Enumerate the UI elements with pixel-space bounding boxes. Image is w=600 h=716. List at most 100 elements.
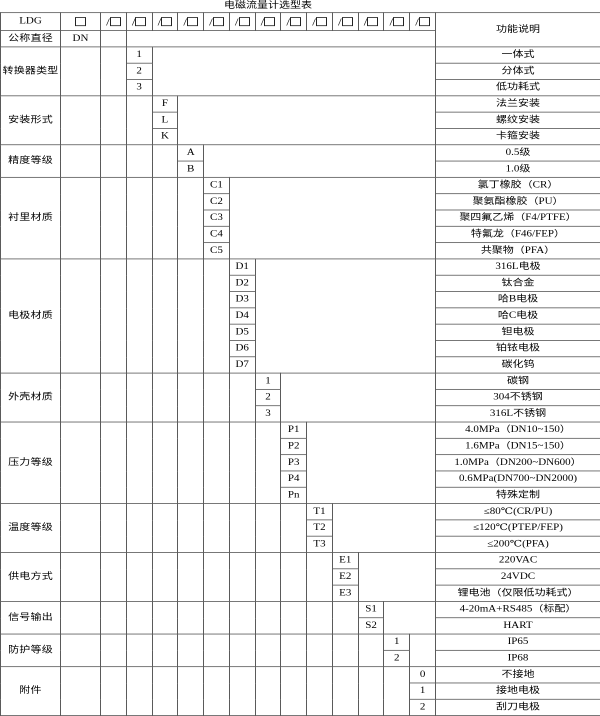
option-desc-5-5[interactable]: 铂铱电极: [435, 340, 600, 358]
option-code-7-3[interactable]: P4: [280, 470, 308, 488]
option-code-1-1[interactable]: 2: [125, 62, 153, 80]
option-desc-7-2[interactable]: 1.0MPa（DN200~DN600）: [435, 454, 600, 472]
table-row: 防护等级 1 IP65: [0, 633, 600, 668]
spacer-left-12-11: [357, 666, 385, 716]
option-code-4-0[interactable]: C1: [203, 176, 230, 195]
option-code-12-1[interactable]: 1: [409, 682, 436, 700]
spacer-left-5-4: [177, 258, 205, 374]
option-code-6-0[interactable]: 1: [254, 372, 282, 390]
option-code-7-4[interactable]: Pn: [280, 486, 308, 504]
option-code-6-1[interactable]: 2: [254, 388, 282, 407]
option-desc-12-1[interactable]: 接地电极: [435, 682, 600, 700]
option-desc-5-2[interactable]: 哈B电极: [435, 291, 600, 309]
option-code-9-1[interactable]: E2: [331, 568, 359, 586]
option-code-7-1[interactable]: P2: [280, 437, 308, 456]
option-code-9-0[interactable]: E1: [331, 552, 359, 570]
option-desc-7-1[interactable]: 1.6MPa（DN15~150）: [435, 437, 600, 456]
option-code-10-0[interactable]: S1: [357, 601, 385, 619]
option-desc-7-0[interactable]: 4.0MPa（DN10~150）: [435, 421, 600, 439]
option-code-12-2[interactable]: 2: [409, 698, 436, 716]
option-code-1-2[interactable]: 3: [125, 79, 153, 97]
option-code-11-1[interactable]: 2: [383, 649, 411, 668]
row-label-12: 附件: [0, 666, 61, 716]
option-desc-5-1[interactable]: 钛合金: [435, 274, 600, 292]
option-code-8-0[interactable]: T1: [306, 503, 333, 521]
option-code-8-1[interactable]: T2: [306, 519, 333, 537]
option-desc-4-1[interactable]: 聚氨酯橡胶（PU）: [435, 193, 600, 211]
option-desc-4-0[interactable]: 氯丁橡胶（CR）: [435, 176, 600, 195]
option-code-10-1[interactable]: S2: [357, 617, 385, 635]
row-label-2: 安装形式: [0, 95, 61, 146]
option-code-5-2[interactable]: D3: [228, 291, 256, 309]
table-row: D2 钛合金: [1, 274, 600, 292]
option-code-5-5[interactable]: D6: [228, 340, 256, 358]
option-desc-7-4[interactable]: 特殊定制: [435, 486, 600, 504]
option-code-8-2[interactable]: T3: [306, 535, 333, 553]
option-desc-2-0[interactable]: 法兰安装: [435, 95, 600, 113]
option-desc-7-3[interactable]: 0.6MPa(DN700~DN2000): [435, 470, 600, 488]
option-code-3-0[interactable]: A: [177, 144, 205, 162]
option-desc-9-1[interactable]: 24VDC: [435, 568, 600, 586]
option-desc-5-6[interactable]: 碳化钨: [435, 356, 600, 374]
option-desc-2-1[interactable]: 螺纹安装: [435, 111, 600, 129]
spacer-left-10-6: [228, 601, 256, 635]
option-code-5-4[interactable]: D5: [228, 323, 256, 341]
option-desc-8-1[interactable]: ≤120℃(PTEP/FEP): [435, 519, 600, 537]
option-desc-5-0[interactable]: 316L电极: [435, 258, 600, 276]
option-desc-4-3[interactable]: 特氟龙（F46/FEP）: [435, 225, 600, 244]
option-desc-5-4[interactable]: 钽电极: [435, 323, 600, 341]
option-desc-9-0[interactable]: 220VAC: [435, 552, 600, 570]
option-code-2-1[interactable]: L: [151, 111, 179, 129]
option-code-7-0[interactable]: P1: [280, 421, 308, 439]
option-desc-12-2[interactable]: 刮刀电极: [435, 698, 600, 716]
option-code-4-2[interactable]: C3: [203, 209, 230, 227]
option-desc-6-2[interactable]: 316L不锈钢: [435, 405, 600, 423]
option-code-5-1[interactable]: D2: [228, 274, 256, 292]
option-desc-1-2[interactable]: 低功耗式: [435, 79, 600, 97]
spacer-left-11-10: [331, 633, 359, 668]
option-code-6-2[interactable]: 3: [254, 405, 282, 423]
option-code-1-0[interactable]: 1: [125, 46, 153, 64]
option-desc-10-1[interactable]: HART: [435, 617, 600, 635]
option-desc-12-0[interactable]: 不接地: [435, 666, 600, 684]
spacer-left-12-12: [383, 666, 411, 716]
option-desc-11-1[interactable]: IP68: [435, 649, 600, 668]
option-desc-5-3[interactable]: 哈C电极: [435, 307, 600, 325]
option-desc-3-0[interactable]: 0.5级: [435, 144, 600, 162]
option-desc-9-2[interactable]: 锂电池（仅限低功耗式）: [435, 584, 600, 602]
code-box-3: /: [151, 12, 179, 31]
option-code-12-0[interactable]: 0: [409, 666, 436, 684]
option-desc-1-1[interactable]: 分体式: [435, 62, 600, 80]
option-code-7-2[interactable]: P3: [280, 454, 308, 472]
table-row: C5 共聚物（PFA）: [1, 242, 600, 260]
option-code-5-6[interactable]: D7: [228, 356, 256, 374]
option-code-5-0[interactable]: D1: [228, 258, 256, 276]
option-code-4-3[interactable]: C4: [203, 225, 230, 244]
option-desc-10-0[interactable]: 4-20mA+RS485（标配）: [435, 601, 600, 619]
option-desc-8-0[interactable]: ≤80℃(CR/PU): [435, 503, 600, 521]
option-desc-6-0[interactable]: 碳钢: [435, 372, 600, 390]
check-box-icon: [109, 17, 121, 27]
option-code-4-1[interactable]: C2: [203, 193, 230, 211]
spacer-left-7-5: [203, 421, 230, 504]
option-desc-6-1[interactable]: 304不锈钢: [435, 388, 600, 407]
option-desc-4-2[interactable]: 聚四氟乙烯（F4/PTFE）: [435, 209, 600, 227]
option-desc-3-1[interactable]: 1.0级: [435, 160, 600, 178]
option-code-2-2[interactable]: K: [151, 128, 179, 146]
option-code-2-0[interactable]: F: [151, 95, 179, 113]
option-code-9-2[interactable]: E3: [331, 584, 359, 602]
option-desc-2-2[interactable]: 卡箍安装: [435, 128, 600, 146]
option-desc-8-2[interactable]: ≤200℃(PFA): [435, 535, 600, 553]
option-desc-4-4[interactable]: 共聚物（PFA）: [435, 242, 600, 260]
option-desc-11-0[interactable]: IP65: [435, 633, 600, 651]
spacer-left-2-1: [100, 95, 127, 146]
check-box-icon: [341, 17, 353, 27]
check-box-icon: [212, 17, 224, 27]
spacer-left-10-5: [203, 601, 230, 635]
option-code-5-3[interactable]: D4: [228, 307, 256, 325]
option-code-11-0[interactable]: 1: [383, 633, 411, 651]
option-desc-1-0[interactable]: 一体式: [435, 46, 600, 64]
option-code-4-4[interactable]: C5: [203, 242, 230, 260]
option-code-3-1[interactable]: B: [177, 160, 205, 178]
table-row: D7 碳化钨: [1, 356, 600, 374]
